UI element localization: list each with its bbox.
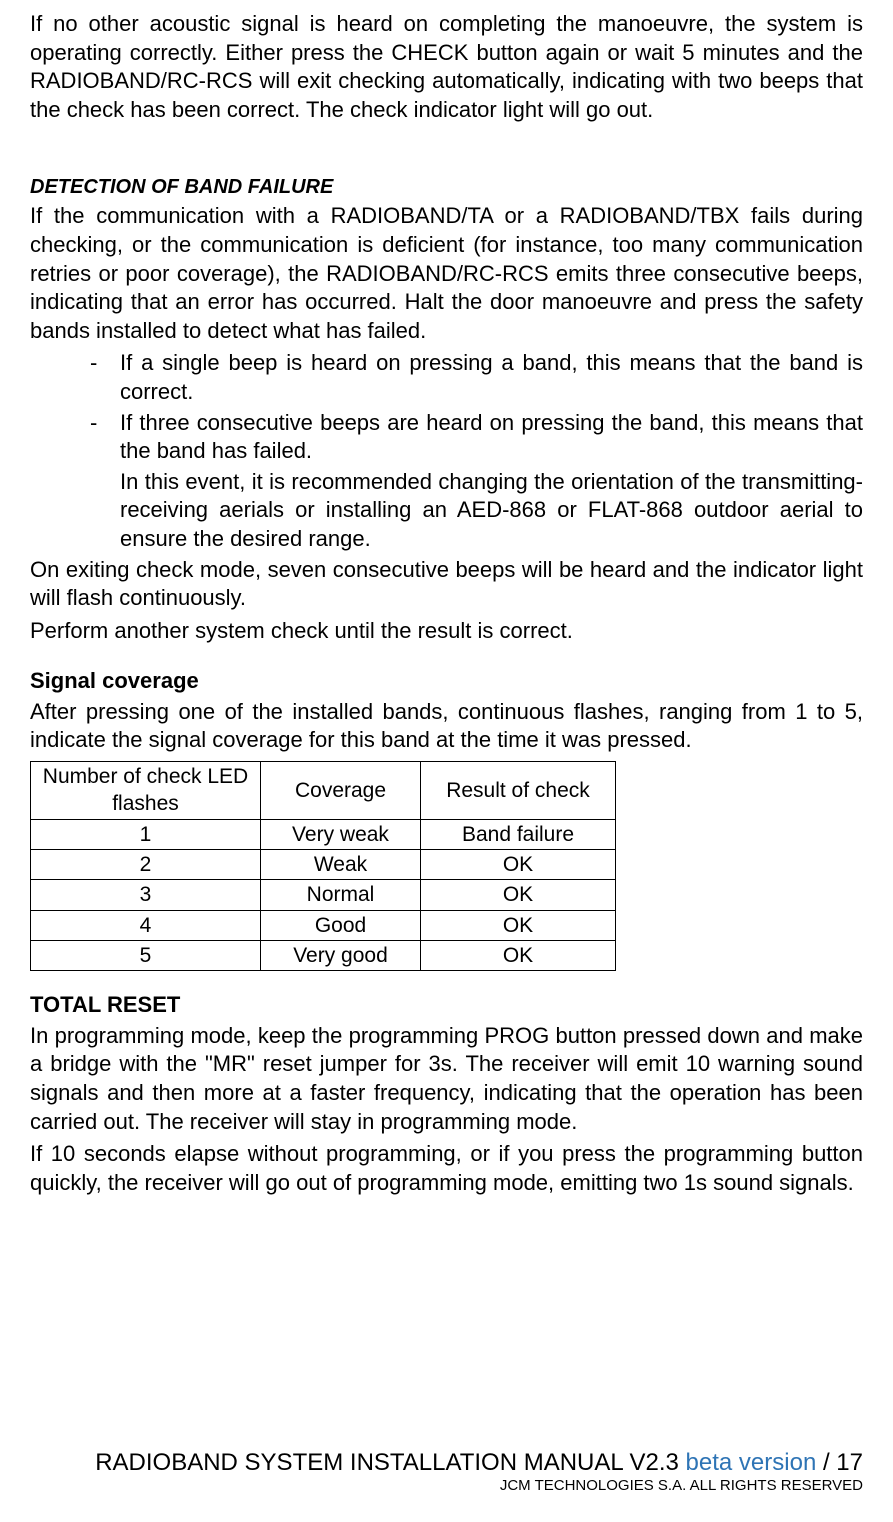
- detection-bullet-list: If a single beep is heard on pressing a …: [30, 349, 863, 465]
- detection-bullet-continue: In this event, it is recommended changin…: [30, 468, 863, 554]
- table-cell: 2: [31, 849, 261, 879]
- page-footer: RADIOBAND SYSTEM INSTALLATION MANUAL V2.…: [95, 1449, 863, 1494]
- total-reset-heading: TOTAL RESET: [30, 991, 863, 1020]
- footer-copyright: JCM TECHNOLOGIES S.A. ALL RIGHTS RESERVE…: [95, 1477, 863, 1494]
- table-cell: Weak: [261, 849, 421, 879]
- table-cell: OK: [421, 880, 616, 910]
- table-cell: OK: [421, 849, 616, 879]
- table-header-cell: Result of check: [421, 762, 616, 820]
- table-row: 1 Very weak Band failure: [31, 819, 616, 849]
- signal-coverage-table: Number of check LED flashes Coverage Res…: [30, 761, 616, 971]
- table-cell: 4: [31, 910, 261, 940]
- table-row: Number of check LED flashes Coverage Res…: [31, 762, 616, 820]
- footer-title: RADIOBAND SYSTEM INSTALLATION MANUAL V2.…: [95, 1449, 863, 1477]
- total-reset-para-1: In programming mode, keep the programmin…: [30, 1022, 863, 1136]
- detection-after-2: Perform another system check until the r…: [30, 617, 863, 646]
- detection-heading: DETECTION OF BAND FAILURE: [30, 174, 863, 200]
- table-header-cell: Coverage: [261, 762, 421, 820]
- footer-beta-label: beta version: [686, 1449, 817, 1476]
- list-item: If three consecutive beeps are heard on …: [90, 409, 863, 466]
- table-cell: Band failure: [421, 819, 616, 849]
- table-cell: Very weak: [261, 819, 421, 849]
- total-reset-para-2: If 10 seconds elapse without programming…: [30, 1140, 863, 1197]
- intro-paragraph: If no other acoustic signal is heard on …: [30, 10, 863, 124]
- list-item: If a single beep is heard on pressing a …: [90, 349, 863, 406]
- table-cell: 3: [31, 880, 261, 910]
- footer-title-pre: RADIOBAND SYSTEM INSTALLATION MANUAL V2.…: [95, 1449, 685, 1476]
- table-cell: Very good: [261, 940, 421, 970]
- signal-coverage-paragraph: After pressing one of the installed band…: [30, 698, 863, 755]
- table-row: 2 Weak OK: [31, 849, 616, 879]
- table-header-cell: Number of check LED flashes: [31, 762, 261, 820]
- table-cell: 5: [31, 940, 261, 970]
- table-cell: OK: [421, 910, 616, 940]
- table-cell: 1: [31, 819, 261, 849]
- table-cell: Good: [261, 910, 421, 940]
- footer-page-number: / 17: [816, 1449, 863, 1476]
- table-cell: OK: [421, 940, 616, 970]
- detection-after-1: On exiting check mode, seven consecutive…: [30, 556, 863, 613]
- table-row: 5 Very good OK: [31, 940, 616, 970]
- signal-coverage-heading: Signal coverage: [30, 667, 863, 696]
- table-row: 3 Normal OK: [31, 880, 616, 910]
- table-row: 4 Good OK: [31, 910, 616, 940]
- detection-paragraph: If the communication with a RADIOBAND/TA…: [30, 202, 863, 345]
- table-cell: Normal: [261, 880, 421, 910]
